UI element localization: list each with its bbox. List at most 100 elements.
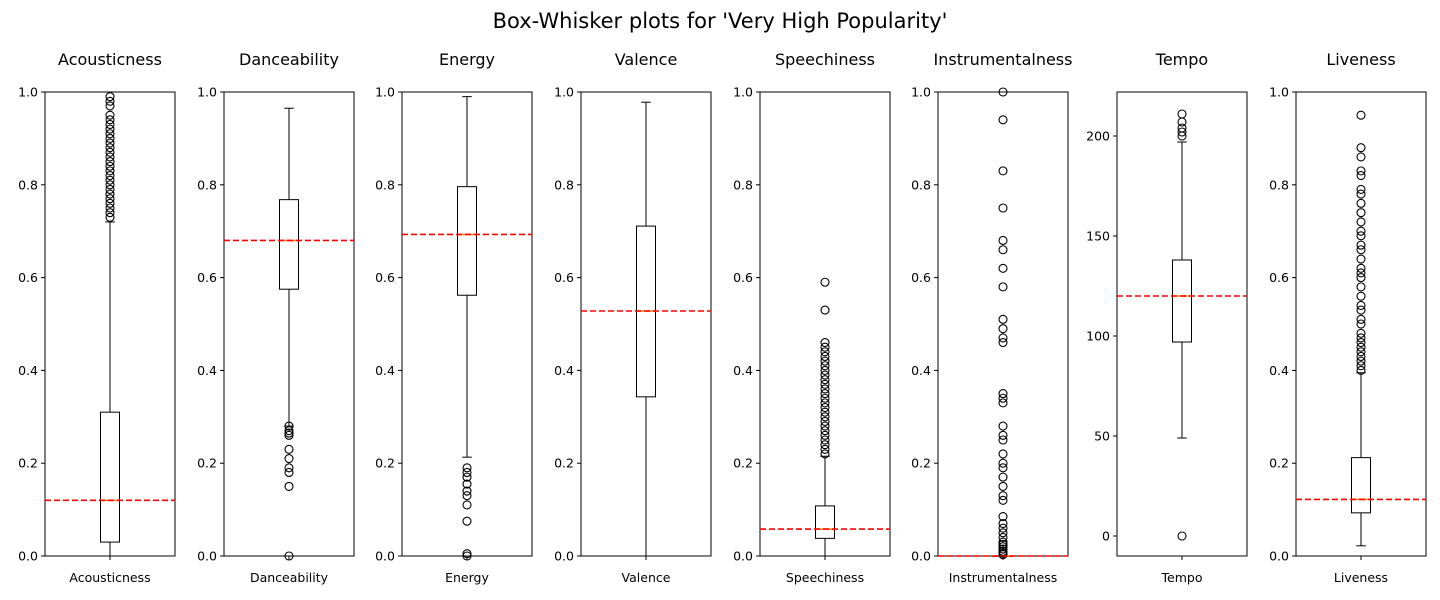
iqr-box xyxy=(457,186,477,296)
x-tick-label: Energy xyxy=(445,570,489,585)
outlier-point xyxy=(284,454,294,464)
outlier-point xyxy=(284,481,294,491)
outlier-point xyxy=(1177,127,1187,137)
outlier-point xyxy=(1356,356,1366,366)
outlier-point xyxy=(1177,123,1187,133)
outlier-point xyxy=(462,551,472,561)
outlier-point xyxy=(820,440,830,450)
outlier-point xyxy=(284,426,294,436)
outlier-point xyxy=(1356,198,1366,208)
outlier-point xyxy=(284,551,294,561)
outlier-point xyxy=(998,393,1008,403)
outlier-point xyxy=(820,365,830,375)
outlier-point xyxy=(1356,314,1366,324)
outlier-point xyxy=(1356,245,1366,255)
outlier-point xyxy=(998,263,1008,273)
outlier-point xyxy=(998,314,1008,324)
y-tick-label: 100 xyxy=(1086,329,1110,344)
panel-title: Liveness xyxy=(1326,50,1395,69)
outlier-point xyxy=(998,389,1008,399)
outlier-point xyxy=(105,166,115,176)
outlier-point xyxy=(462,491,472,501)
outlier-point xyxy=(462,472,472,482)
y-tick-label: 0.8 xyxy=(733,177,753,192)
outlier-point xyxy=(1356,240,1366,250)
outlier-point xyxy=(105,92,115,102)
outlier-point xyxy=(820,398,830,408)
outlier-point xyxy=(1356,143,1366,153)
outlier-point xyxy=(105,119,115,130)
x-tick-label: Danceability xyxy=(250,570,329,585)
outlier-point xyxy=(1356,263,1366,273)
outlier-point xyxy=(105,129,115,139)
panel-valence: Valence 0.0 0.2 0.4 0.6 0.8 1.0 Valence xyxy=(554,50,712,585)
y-tick-label: 0.6 xyxy=(733,270,753,285)
outlier-point xyxy=(462,516,472,526)
outlier-point xyxy=(1356,291,1366,301)
outlier-point xyxy=(820,449,830,459)
outlier-point xyxy=(1356,170,1366,181)
y-tick-label: 0.0 xyxy=(1269,549,1289,564)
outlier-point xyxy=(105,175,115,185)
outlier-point xyxy=(105,101,115,111)
y-tick-label: 0.2 xyxy=(375,456,395,471)
outlier-point xyxy=(820,370,830,380)
outlier-point xyxy=(105,180,115,190)
panel-title: Instrumentalness xyxy=(934,50,1073,69)
outlier-point xyxy=(284,421,294,431)
outlier-point xyxy=(998,87,1008,97)
outlier-point xyxy=(820,305,830,315)
y-tick-label: 0.6 xyxy=(197,270,217,285)
panel-liveness: Liveness 0.0 0.2 0.4 0.6 0.8 1.0 Liveness xyxy=(1269,50,1427,585)
y-tick-label: 0.6 xyxy=(18,270,38,285)
y-tick-label: 200 xyxy=(1086,129,1110,144)
outlier-point xyxy=(998,528,1008,538)
outlier-point xyxy=(820,342,830,352)
outlier-point xyxy=(105,152,115,162)
outlier-point xyxy=(998,203,1008,213)
x-tick-label: Liveness xyxy=(1334,570,1388,585)
y-tick-label: 0.2 xyxy=(911,456,931,471)
y-tick-label: 0.6 xyxy=(554,270,574,285)
outlier-point xyxy=(820,444,830,454)
panel-tempo: Tempo 0 50 100 150 200 Tempo xyxy=(1086,50,1248,585)
outlier-point xyxy=(1356,338,1366,348)
outlier-point xyxy=(1356,166,1366,176)
outlier-point xyxy=(1356,351,1366,362)
y-tick-label: 0.2 xyxy=(554,456,574,471)
outlier-point xyxy=(998,523,1008,533)
iqr-box xyxy=(100,411,120,543)
y-tick-label: 1.0 xyxy=(18,85,38,100)
outlier-point xyxy=(998,324,1008,334)
y-tick-label: 0.4 xyxy=(18,363,38,378)
outlier-point xyxy=(998,481,1008,491)
outlier-point xyxy=(1356,273,1366,283)
outlier-point xyxy=(105,96,115,106)
iqr-box xyxy=(1351,457,1371,514)
outlier-point xyxy=(462,467,472,478)
y-tick-label: 0.0 xyxy=(375,549,395,564)
y-tick-label: 0.2 xyxy=(18,456,38,471)
iqr-box xyxy=(279,199,299,290)
outlier-point xyxy=(105,157,115,167)
outlier-point xyxy=(820,421,830,431)
outlier-point xyxy=(284,467,294,478)
y-tick-label: 0 xyxy=(1102,529,1110,544)
outlier-point xyxy=(1356,208,1366,218)
outlier-point xyxy=(462,479,472,489)
y-tick-label: 0.8 xyxy=(375,177,395,192)
outlier-point xyxy=(998,338,1008,348)
outlier-point xyxy=(105,194,115,204)
outlier-point xyxy=(998,495,1008,505)
x-tick-label: Tempo xyxy=(1161,570,1203,585)
y-tick-label: 0.8 xyxy=(554,177,574,192)
outlier-point xyxy=(1356,365,1366,375)
outlier-point xyxy=(998,537,1008,547)
outlier-point xyxy=(462,500,472,510)
y-tick-label: 1.0 xyxy=(733,85,753,100)
outlier-point xyxy=(820,356,830,366)
outlier-point xyxy=(820,375,830,385)
outlier-point xyxy=(820,361,830,371)
panel-title: Valence xyxy=(615,50,678,69)
outlier-point xyxy=(998,245,1008,255)
